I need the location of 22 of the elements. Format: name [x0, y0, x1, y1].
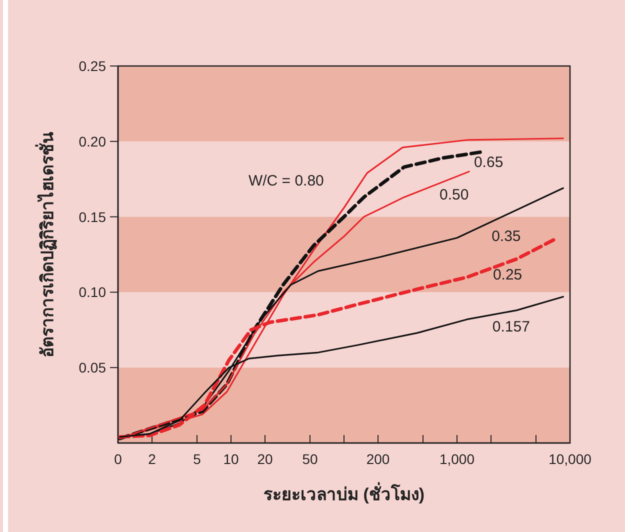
x-tick-label: 20	[257, 451, 274, 467]
y-tick-label: 0.15	[78, 208, 106, 225]
series-label: 0.50	[440, 186, 469, 204]
series-label: 0.157	[492, 318, 530, 336]
y-axis-title: อัตราการเกิดปฏิกิริยาไฮเดรชั่น	[35, 132, 57, 358]
x-tick-label: 0	[114, 451, 122, 467]
series-label: 0.35	[492, 228, 521, 246]
x-tick-label: 10,000	[548, 451, 592, 467]
x-tick-label: 1,000	[439, 451, 475, 467]
x-tick-label: 5	[193, 451, 202, 467]
series-label: 0.25	[492, 266, 522, 284]
series-label: 0.65	[474, 154, 504, 171]
x-tick-label: 2	[148, 451, 156, 467]
x-tick-label: 200	[366, 451, 390, 467]
x-tick-label: 50	[302, 451, 318, 467]
series-label: W/C = 0.80	[248, 172, 324, 190]
y-tick-label: 0.10	[78, 284, 106, 300]
y-tick-label: 0.20	[78, 133, 106, 150]
y-tick-label: 0.25	[78, 58, 106, 74]
x-axis-title: ระยะเวลาบ่ม (ชั่วโมง)	[263, 482, 425, 504]
y-tick-label: 0.05	[78, 360, 106, 376]
x-tick-label: 10	[223, 451, 239, 467]
